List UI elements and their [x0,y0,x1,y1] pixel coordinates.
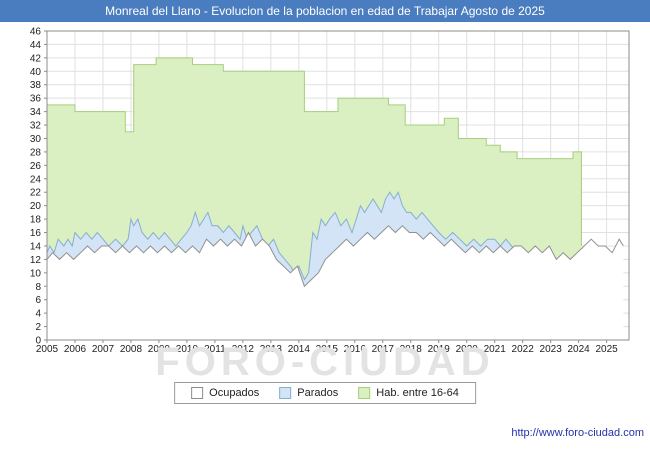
svg-text:2: 2 [35,322,41,333]
svg-text:2023: 2023 [540,344,563,355]
chart-title-bar: Monreal del Llano - Evolucion de la pobl… [0,0,650,22]
ocupados-swatch-icon [191,387,204,399]
svg-text:22: 22 [30,188,42,199]
svg-text:2020: 2020 [456,344,479,355]
svg-text:2022: 2022 [512,344,535,355]
svg-text:18: 18 [30,215,42,226]
svg-text:2019: 2019 [428,344,451,355]
svg-text:2016: 2016 [344,344,367,355]
svg-text:2018: 2018 [400,344,423,355]
svg-text:40: 40 [30,67,42,78]
svg-text:6: 6 [35,295,41,306]
svg-text:38: 38 [30,80,42,91]
svg-text:0: 0 [35,336,41,347]
svg-text:2017: 2017 [372,344,395,355]
svg-text:2025: 2025 [595,344,618,355]
svg-text:42: 42 [30,53,42,64]
svg-text:28: 28 [30,147,42,158]
legend-item-ocupados: Ocupados [191,387,259,399]
svg-text:2015: 2015 [316,344,339,355]
svg-text:2012: 2012 [232,344,255,355]
legend-item-hab-16-64: Hab. entre 16-64 [358,387,459,399]
legend-label-ocupados: Ocupados [209,387,260,399]
svg-text:2010: 2010 [176,344,199,355]
svg-text:2011: 2011 [204,344,226,355]
hab-16-64-swatch-icon [358,387,371,399]
svg-text:26: 26 [30,161,42,172]
svg-text:2005: 2005 [36,344,59,355]
svg-text:46: 46 [30,27,42,38]
chart-legend: Ocupados Parados Hab. entre 16-64 [174,382,476,404]
svg-text:2014: 2014 [288,344,311,355]
svg-text:32: 32 [30,121,42,132]
svg-text:16: 16 [30,228,42,239]
legend-item-parados: Parados [279,387,338,399]
svg-text:2013: 2013 [260,344,283,355]
svg-text:2006: 2006 [64,344,87,355]
svg-text:14: 14 [30,241,42,252]
svg-text:8: 8 [35,282,41,293]
svg-text:34: 34 [30,107,42,118]
svg-text:12: 12 [30,255,42,266]
site-url-link[interactable]: http://www.foro-ciudad.com [511,427,644,439]
svg-text:2024: 2024 [568,344,591,355]
svg-text:20: 20 [30,201,42,212]
svg-text:4: 4 [35,309,41,320]
svg-text:2008: 2008 [120,344,143,355]
svg-text:44: 44 [30,40,42,51]
svg-text:36: 36 [30,94,42,105]
parados-swatch-icon [279,387,292,399]
legend-label-hab-16-64: Hab. entre 16-64 [376,387,459,399]
svg-text:30: 30 [30,134,42,145]
svg-text:24: 24 [30,174,42,185]
svg-text:10: 10 [30,268,42,279]
svg-text:2007: 2007 [92,344,115,355]
svg-text:2021: 2021 [484,344,507,355]
legend-label-parados: Parados [297,387,339,399]
svg-text:2009: 2009 [148,344,171,355]
